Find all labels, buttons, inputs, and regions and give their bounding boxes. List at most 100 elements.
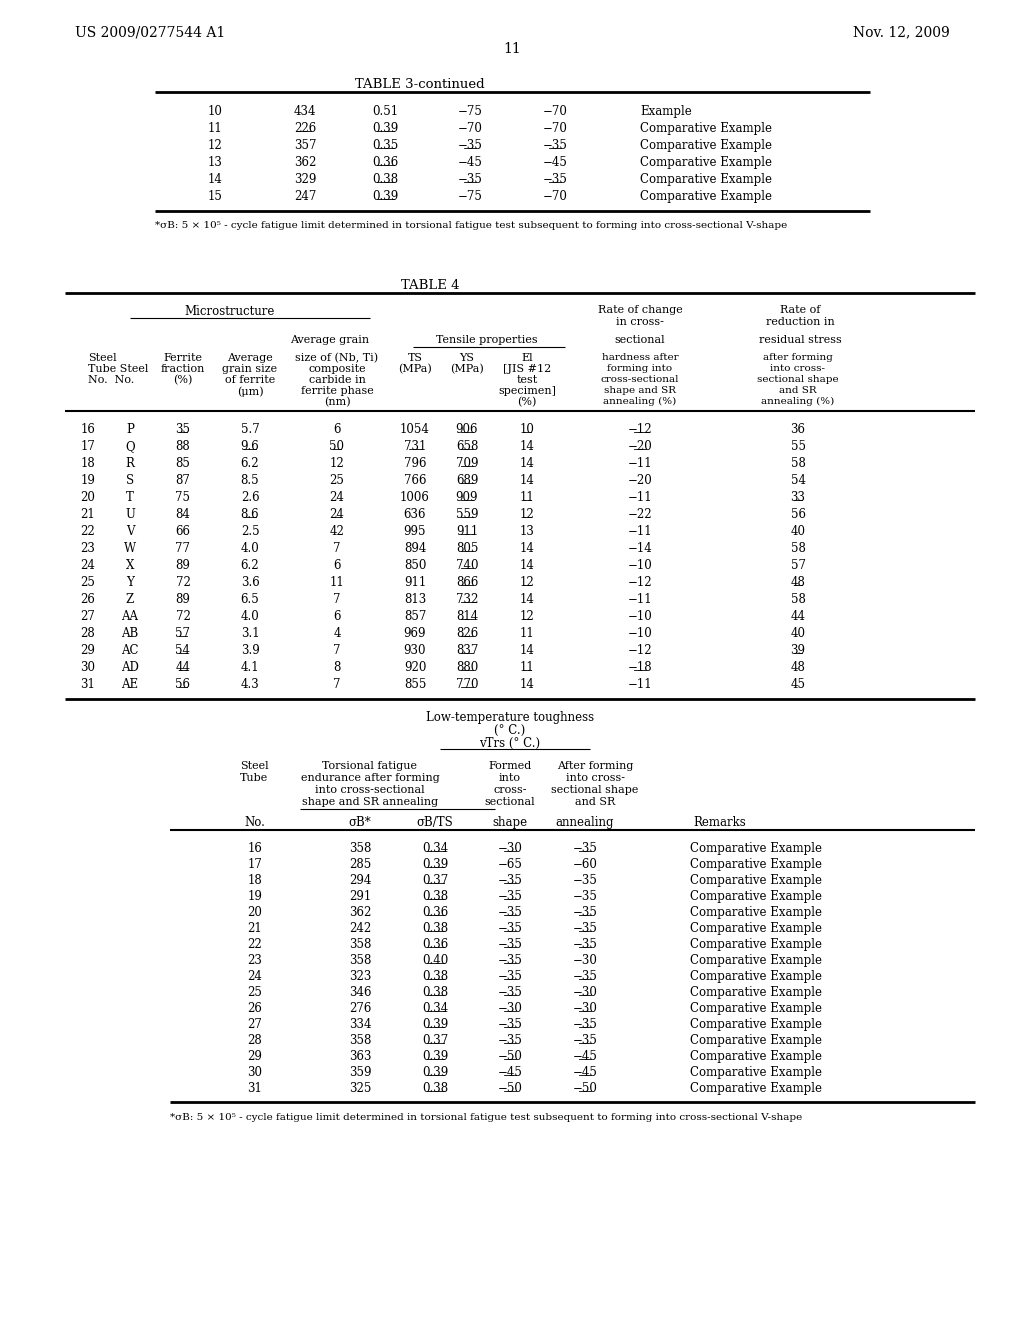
- Text: 85: 85: [175, 457, 190, 470]
- Text: −12: −12: [628, 422, 652, 436]
- Text: 33: 33: [791, 491, 806, 504]
- Text: Low-temperature toughness: Low-temperature toughness: [426, 711, 594, 723]
- Text: 14: 14: [519, 543, 535, 554]
- Text: (nm): (nm): [324, 397, 350, 408]
- Text: −75: −75: [458, 190, 482, 203]
- Text: AE: AE: [122, 678, 138, 690]
- Text: −35: −35: [498, 986, 522, 999]
- Text: 242: 242: [349, 921, 371, 935]
- Text: El: El: [521, 352, 532, 363]
- Text: Comparative Example: Comparative Example: [640, 190, 772, 203]
- Text: 89: 89: [175, 558, 190, 572]
- Text: 77: 77: [175, 543, 190, 554]
- Text: annealing (%): annealing (%): [762, 397, 835, 407]
- Text: 920: 920: [403, 661, 426, 675]
- Text: 880: 880: [456, 661, 478, 675]
- Text: 0.35: 0.35: [372, 139, 398, 152]
- Text: 329: 329: [294, 173, 316, 186]
- Text: 3.9: 3.9: [241, 644, 259, 657]
- Text: −35: −35: [498, 921, 522, 935]
- Text: 14: 14: [519, 593, 535, 606]
- Text: 26: 26: [248, 1002, 262, 1015]
- Text: 0.39: 0.39: [422, 1049, 449, 1063]
- Text: forming into: forming into: [607, 364, 673, 374]
- Text: −70: −70: [543, 121, 567, 135]
- Text: 770: 770: [456, 678, 478, 690]
- Text: 2.5: 2.5: [241, 525, 259, 539]
- Text: X: X: [126, 558, 134, 572]
- Text: −11: −11: [628, 491, 652, 504]
- Text: 805: 805: [456, 543, 478, 554]
- Text: −35: −35: [572, 970, 597, 983]
- Text: 11: 11: [519, 661, 535, 675]
- Text: −50: −50: [498, 1082, 522, 1096]
- Text: 58: 58: [791, 593, 806, 606]
- Text: 6: 6: [333, 422, 341, 436]
- Text: 17: 17: [81, 440, 95, 453]
- Text: 58: 58: [791, 543, 806, 554]
- Text: W: W: [124, 543, 136, 554]
- Text: 0.39: 0.39: [372, 121, 398, 135]
- Text: V: V: [126, 525, 134, 539]
- Text: −12: −12: [628, 644, 652, 657]
- Text: Comparative Example: Comparative Example: [640, 139, 772, 152]
- Text: sectional: sectional: [484, 797, 536, 807]
- Text: 0.37: 0.37: [422, 1034, 449, 1047]
- Text: −22: −22: [628, 508, 652, 521]
- Text: Comparative Example: Comparative Example: [640, 173, 772, 186]
- Text: annealing (%): annealing (%): [603, 397, 677, 407]
- Text: 14: 14: [519, 457, 535, 470]
- Text: 12: 12: [519, 508, 535, 521]
- Text: 19: 19: [81, 474, 95, 487]
- Text: *σB: 5 × 10⁵ - cycle fatigue limit determined in torsional fatigue test subseque: *σB: 5 × 10⁵ - cycle fatigue limit deter…: [170, 1113, 802, 1122]
- Text: 20: 20: [81, 491, 95, 504]
- Text: 40: 40: [791, 627, 806, 640]
- Text: 44: 44: [175, 661, 190, 675]
- Text: AC: AC: [121, 644, 138, 657]
- Text: Comparative Example: Comparative Example: [690, 1067, 822, 1078]
- Text: sectional: sectional: [614, 335, 666, 345]
- Text: endurance after forming: endurance after forming: [301, 774, 439, 783]
- Text: 285: 285: [349, 858, 371, 871]
- Text: 7: 7: [333, 678, 341, 690]
- Text: 11: 11: [208, 121, 222, 135]
- Text: 6: 6: [333, 558, 341, 572]
- Text: 857: 857: [403, 610, 426, 623]
- Text: 35: 35: [175, 422, 190, 436]
- Text: AA: AA: [122, 610, 138, 623]
- Text: Example: Example: [640, 106, 692, 117]
- Text: 7: 7: [333, 543, 341, 554]
- Text: 88: 88: [176, 440, 190, 453]
- Text: 709: 709: [456, 457, 478, 470]
- Text: 6.5: 6.5: [241, 593, 259, 606]
- Text: 346: 346: [349, 986, 372, 999]
- Text: 796: 796: [403, 457, 426, 470]
- Text: −45: −45: [572, 1067, 597, 1078]
- Text: Remarks: Remarks: [693, 816, 746, 829]
- Text: 732: 732: [456, 593, 478, 606]
- Text: 636: 636: [403, 508, 426, 521]
- Text: 11: 11: [519, 491, 535, 504]
- Text: (MPa): (MPa): [451, 364, 484, 375]
- Text: R: R: [126, 457, 134, 470]
- Text: AB: AB: [122, 627, 138, 640]
- Text: 911: 911: [403, 576, 426, 589]
- Text: −30: −30: [498, 1002, 522, 1015]
- Text: −45: −45: [458, 156, 482, 169]
- Text: 18: 18: [248, 874, 262, 887]
- Text: 31: 31: [248, 1082, 262, 1096]
- Text: 50: 50: [330, 440, 344, 453]
- Text: specimen]: specimen]: [498, 385, 556, 396]
- Text: test: test: [516, 375, 538, 385]
- Text: 27: 27: [248, 1018, 262, 1031]
- Text: Comparative Example: Comparative Example: [690, 1002, 822, 1015]
- Text: 39: 39: [791, 644, 806, 657]
- Text: 909: 909: [456, 491, 478, 504]
- Text: Comparative Example: Comparative Example: [690, 842, 822, 855]
- Text: 22: 22: [81, 525, 95, 539]
- Text: 325: 325: [349, 1082, 371, 1096]
- Text: 31: 31: [81, 678, 95, 690]
- Text: 291: 291: [349, 890, 371, 903]
- Text: cross-sectional: cross-sectional: [601, 375, 679, 384]
- Text: (%): (%): [517, 397, 537, 408]
